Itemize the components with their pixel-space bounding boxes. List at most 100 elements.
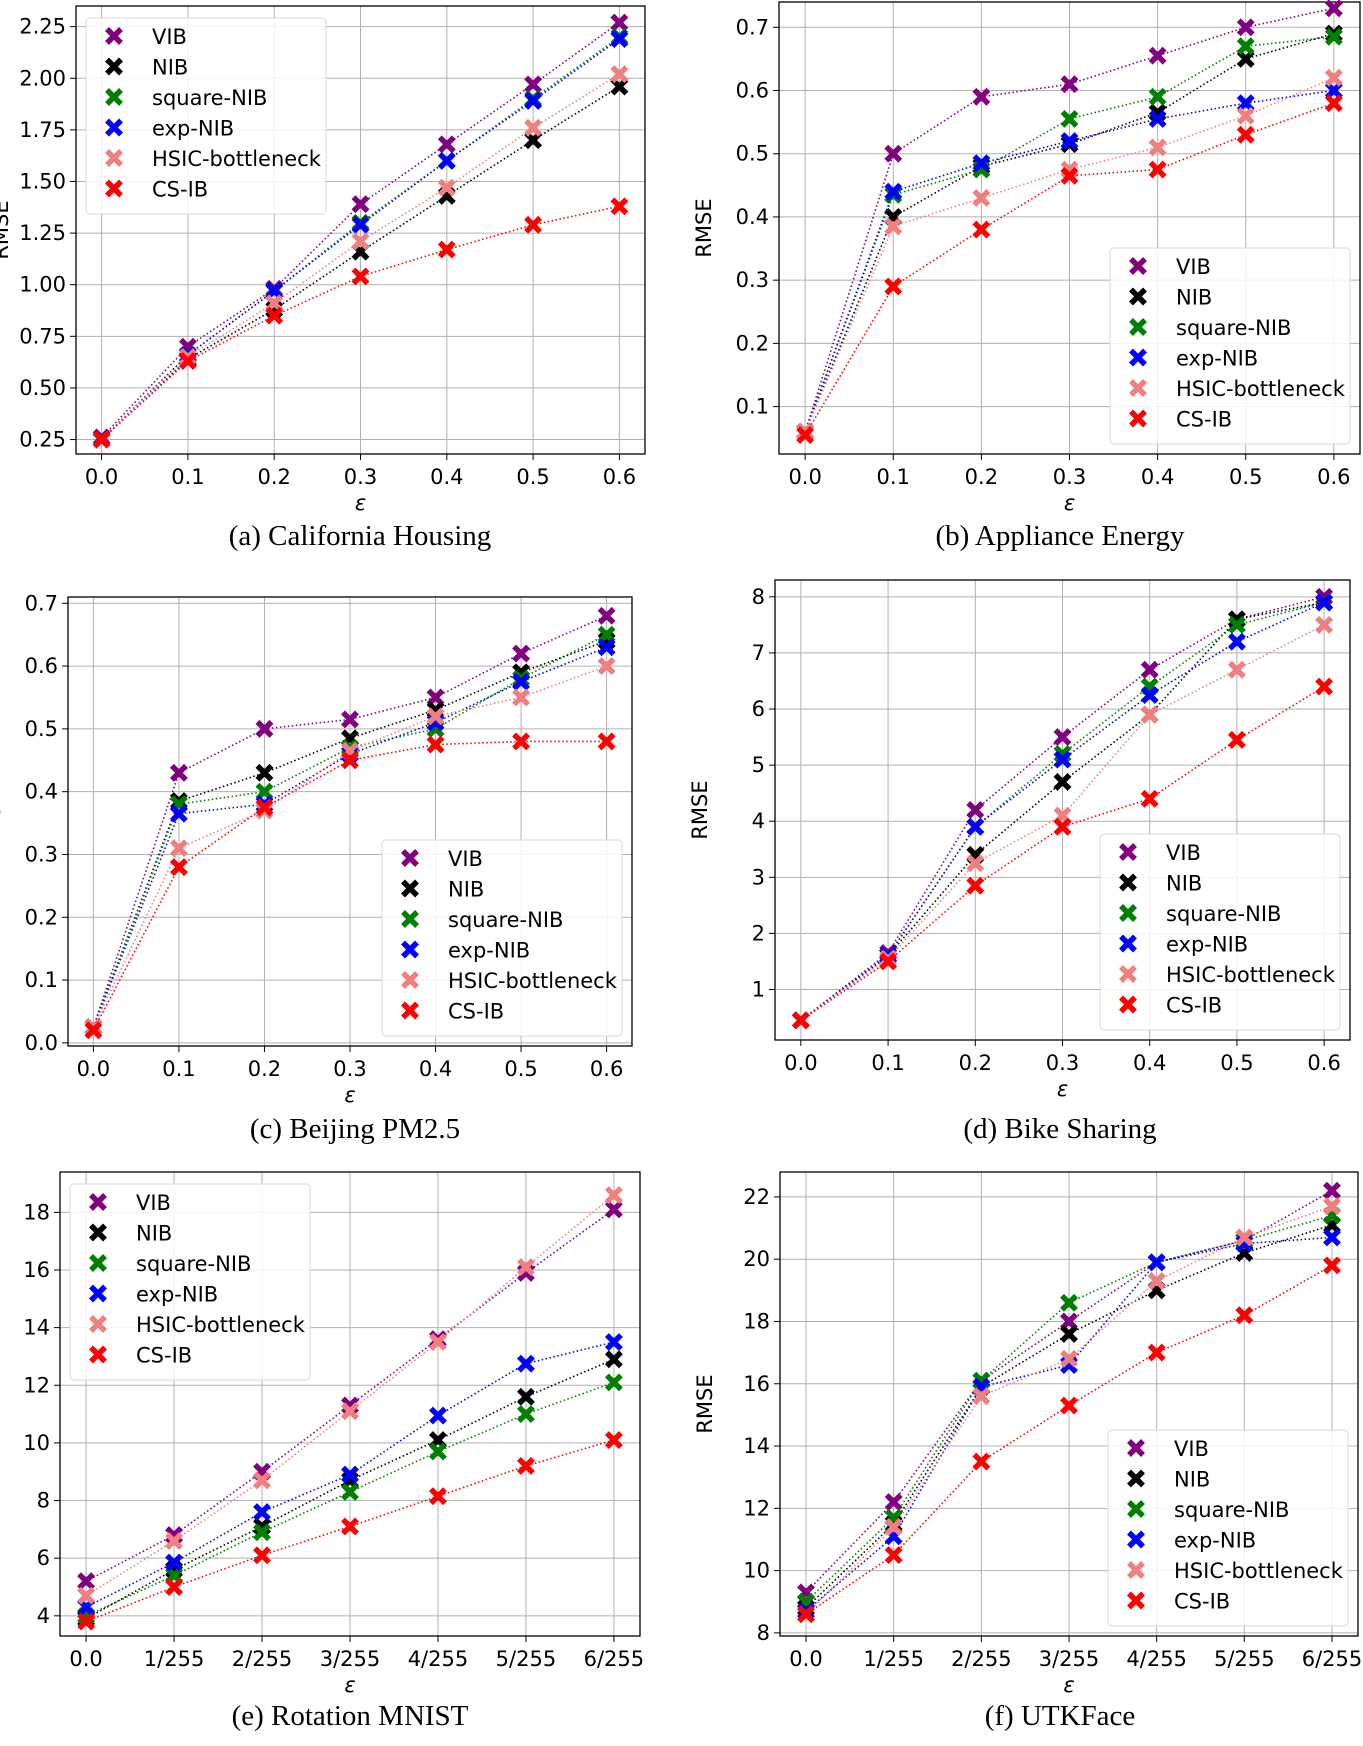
data-point	[972, 87, 991, 106]
legend-label: VIB	[1166, 841, 1201, 865]
data-point	[884, 1518, 903, 1536]
x-tick-label: 0.3	[333, 1057, 366, 1081]
data-point	[84, 1021, 103, 1040]
x-tick-label: 6/255	[584, 1647, 645, 1671]
data-point	[1148, 110, 1167, 128]
x-tick-label: 2/255	[232, 1647, 293, 1671]
y-axis-label: RMSE	[688, 780, 712, 839]
y-tick-label: 14	[23, 1316, 50, 1340]
y-tick-label: 0.1	[25, 968, 58, 992]
legend-label: VIB	[1176, 255, 1211, 279]
plot-frame	[75, 5, 646, 455]
x-tick-label: 4/255	[408, 1647, 469, 1671]
series-CS-IB	[797, 1256, 1341, 1624]
data-point	[1323, 1197, 1341, 1216]
data-point	[1060, 1324, 1078, 1343]
y-tick-label: 0.7	[736, 15, 769, 39]
x-tick-label: 0.4	[430, 465, 463, 489]
legend-marker	[1127, 1591, 1145, 1610]
data-point	[169, 839, 188, 858]
panel-caption: (a) California Housing	[228, 520, 492, 552]
data-point	[884, 1493, 903, 1512]
plot-frame	[778, 1, 1361, 455]
y-tick-label: 10	[743, 1559, 770, 1583]
legend-marker	[1129, 287, 1147, 306]
data-point	[1147, 1253, 1166, 1272]
y-tick-label: 0.6	[25, 654, 58, 678]
data-point	[341, 1517, 359, 1536]
y-tick-label: 8	[757, 1621, 770, 1645]
legend-label: NIB	[1174, 1468, 1210, 1492]
data-point	[884, 144, 903, 163]
legend-marker	[1129, 409, 1147, 428]
x-axis-label: ε	[355, 491, 366, 515]
y-tick-label: 16	[743, 1372, 770, 1396]
legend: VIB NIB square-NIB exp-NIB HSIC-bottleneck CS…	[1107, 1429, 1349, 1627]
data-point	[92, 430, 111, 449]
data-point	[1236, 18, 1255, 37]
y-tick-label: 18	[743, 1309, 770, 1333]
legend-marker	[1129, 379, 1147, 397]
y-tick-label: 2.00	[19, 66, 66, 90]
x-tick-label: 0.2	[959, 1051, 992, 1075]
y-tick-label: 18	[23, 1200, 50, 1224]
data-point	[1147, 1272, 1166, 1290]
panel-caption: (e) Rotation MNIST	[231, 1700, 469, 1732]
y-axis-label: RMSE	[0, 200, 13, 259]
legend-marker	[1127, 1530, 1145, 1549]
legend-label: exp-NIB	[1166, 933, 1248, 957]
legend-label: HSIC-bottleneck	[1176, 377, 1346, 401]
data-point	[178, 352, 197, 371]
y-tick-label: 5	[752, 753, 765, 777]
y-tick-label: 8	[752, 585, 765, 609]
x-tick-label: 0.0	[784, 1051, 817, 1075]
data-point	[1060, 1293, 1078, 1312]
data-point	[1147, 1343, 1166, 1362]
y-tick-label: 0.25	[19, 428, 66, 452]
data-point	[1060, 75, 1079, 94]
y-tick-label: 7	[752, 641, 765, 665]
x-tick-label: 0.5	[1220, 1051, 1253, 1075]
legend-label: NIB	[152, 56, 188, 80]
y-tick-label: 0.3	[736, 268, 769, 292]
data-point	[253, 1503, 271, 1522]
data-point	[966, 817, 985, 836]
x-tick-label: 0.2	[257, 465, 290, 489]
legend-box	[1109, 247, 1351, 445]
x-tick-label: 0.3	[1053, 465, 1086, 489]
legend-marker	[1119, 965, 1137, 983]
data-point	[1324, 94, 1343, 113]
legend-label: CS-IB	[1174, 1590, 1230, 1614]
data-point	[966, 801, 985, 819]
legend-marker	[105, 179, 123, 198]
legend-label: CS-IB	[152, 178, 208, 202]
data-point	[429, 1487, 447, 1506]
data-point	[1236, 125, 1255, 144]
data-point	[255, 763, 274, 782]
data-point	[1323, 1256, 1341, 1275]
y-tick-label: 3	[752, 865, 765, 889]
legend-marker	[1129, 348, 1147, 367]
x-axis-label: ε	[1064, 491, 1075, 515]
y-axis-label: RMSE	[692, 198, 716, 257]
y-axis-label: RMSE	[693, 1374, 717, 1433]
data-point	[1148, 138, 1167, 157]
series-CS-IB	[92, 197, 629, 449]
x-tick-label: 0.6	[603, 465, 636, 489]
y-tick-label: 0.4	[25, 780, 58, 804]
data-point	[512, 732, 531, 751]
data-point	[516, 1405, 535, 1424]
data-point	[1235, 1306, 1254, 1325]
legend-label: exp-NIB	[448, 939, 530, 963]
x-tick-label: 0.1	[871, 1051, 904, 1075]
plot-frame	[67, 596, 633, 1047]
data-point	[1323, 1228, 1341, 1247]
y-tick-label: 0.2	[736, 331, 769, 355]
series-CS-IB	[791, 677, 1334, 1030]
data-point	[77, 1612, 96, 1631]
data-point	[255, 719, 274, 738]
y-tick-label: 4	[752, 809, 765, 833]
legend-marker	[1129, 318, 1147, 336]
data-point	[1060, 110, 1079, 128]
